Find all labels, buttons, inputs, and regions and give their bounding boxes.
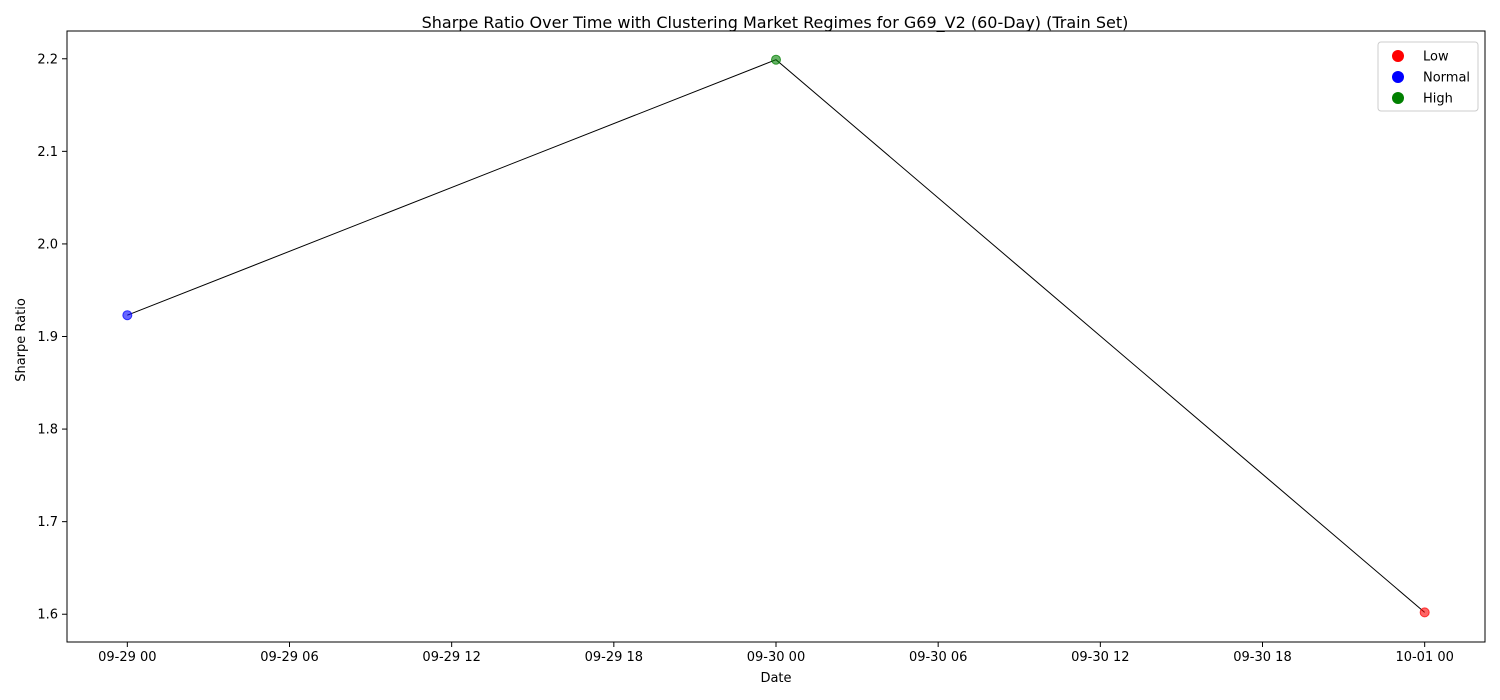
legend-label-high: High [1423, 92, 1453, 107]
data-point-low [1419, 607, 1430, 618]
y-tick-label: 1.9 [37, 330, 58, 345]
chart-title: Sharpe Ratio Over Time with Clustering M… [422, 13, 1129, 33]
data-point-high [771, 54, 781, 65]
y-tick-label: 1.8 [37, 423, 58, 438]
y-tick-label: 1.7 [37, 515, 58, 530]
y-tick-label: 2.1 [37, 145, 58, 160]
x-tick-label: 09-30 06 [909, 650, 967, 665]
plot-area [66, 30, 1486, 643]
y-axis: 1.6 1.7 1.8 1.9 2.0 2.1 2.2 [37, 52, 67, 623]
x-axis: 09-29 00 09-29 06 09-29 12 09-29 18 09-30 00… [98, 642, 1454, 665]
y-tick-label: 2.0 [37, 237, 58, 252]
y-axis-label: Sharpe Ratio [14, 298, 29, 382]
y-tick-label: 1.6 [37, 608, 58, 623]
x-axis-label: Date [760, 671, 791, 686]
legend-marker-normal [1392, 71, 1404, 83]
y-tick-label: 2.2 [37, 52, 58, 67]
x-tick-label: 09-29 18 [585, 650, 643, 665]
x-tick-label: 10-01 00 [1395, 650, 1453, 665]
legend-label-normal: Normal [1423, 71, 1470, 86]
x-tick-label: 09-29 12 [422, 650, 480, 665]
legend-marker-high [1392, 92, 1404, 104]
series-line [127, 59, 1425, 613]
x-tick-label: 09-30 00 [747, 650, 805, 665]
series-layer [122, 54, 1430, 618]
x-tick-label: 09-29 06 [260, 650, 318, 665]
plot-frame [66, 30, 1486, 643]
x-tick-label: 09-30 12 [1071, 650, 1129, 665]
data-point-normal [122, 310, 133, 321]
x-tick-label: 09-30 18 [1233, 650, 1291, 665]
legend: Low Normal High [1377, 41, 1479, 112]
legend-marker-low [1392, 50, 1404, 62]
x-tick-label: 09-29 00 [98, 650, 156, 665]
legend-label-low: Low [1423, 50, 1449, 65]
